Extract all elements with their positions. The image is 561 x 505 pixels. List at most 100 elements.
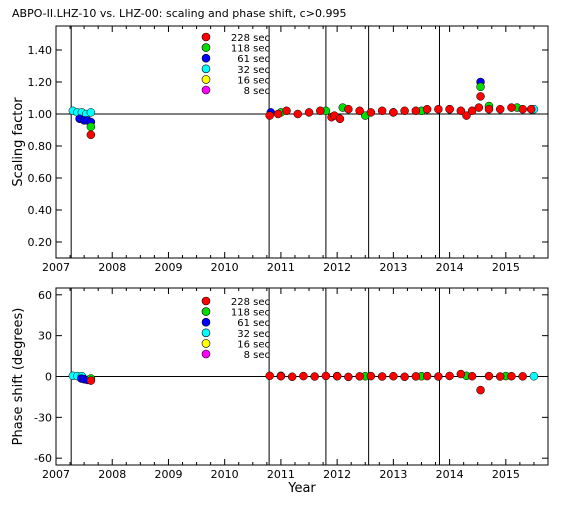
data-point [332,371,342,381]
legend-marker [201,317,211,327]
data-point [495,104,505,114]
legend-marker [201,75,211,84]
data-point [518,104,527,114]
x-tick-label: 2008 [98,261,126,274]
data-point [344,104,353,114]
data-point [310,372,319,381]
data-point [476,385,485,395]
data-point [529,371,539,381]
legend-marker [201,43,211,52]
legend-entry: 16 sec [237,339,270,350]
data-point [445,371,454,381]
data-point [400,106,409,116]
x-tick-label: 2010 [211,261,239,274]
legend-entry: 118 sec [231,308,270,319]
legend-entry: 228 sec [231,33,270,44]
plot-frame [55,25,549,259]
y-axis-label: Scaling factor [11,97,26,187]
data-point [316,106,325,116]
x-tick-label: 2014 [436,468,464,481]
legend-entry: 61 sec [237,318,270,329]
x-tick-label: 2014 [436,261,464,274]
data-point [377,106,387,116]
data-point [355,106,364,116]
data-point [422,371,432,381]
x-tick-label: 2015 [492,261,520,274]
data-point [344,372,353,382]
data-point [366,371,376,381]
data-point [445,104,454,114]
y-tick-label: -60 [34,452,52,465]
data-point [282,106,291,116]
y-tick-label: 1.00 [28,108,53,121]
data-point [86,376,96,385]
data-point [377,372,387,381]
data-point [389,371,398,381]
x-tick-label: 2009 [154,261,182,274]
data-point [299,371,308,381]
data-point [321,371,331,381]
y-tick-label: -30 [34,411,52,424]
legend-marker [201,53,211,63]
data-point [518,372,527,381]
data-point [462,111,471,120]
data-point [467,371,477,381]
scaling-factor-panel: 2007 2008 2009 2010 2011 2012 2013 2014 2015 0.20… [11,25,549,274]
legend-marker [201,307,211,316]
x-tick-label: 2013 [379,468,407,481]
data-point [484,371,494,381]
x-tick-label: 2010 [211,468,239,481]
x-tick-label: 2009 [154,468,182,481]
legend-marker [201,85,211,95]
data-point [484,104,494,114]
x-tick-label: 2015 [492,468,520,481]
y-tick-label: 0.40 [28,204,53,217]
legend-marker [201,349,211,359]
legend-entry: 8 sec [244,86,270,97]
data-point [355,372,364,381]
data-point [86,122,96,132]
data-point [265,111,274,120]
data-point [476,82,485,92]
data-point [86,108,96,117]
data-point [476,92,485,101]
legend-marker [201,32,211,42]
data-point [287,372,297,382]
y-tick-label: 0.80 [28,140,53,153]
x-axis-label: Year [287,481,316,496]
data-point [507,103,516,112]
x-tick-label: 2007 [42,261,70,274]
data-point [276,371,286,381]
legend-entry: 8 sec [244,350,270,361]
y-tick-label: 1.40 [28,44,53,57]
data-point [526,104,536,114]
y-tick-label: 1.20 [28,76,53,89]
legend-entry: 61 sec [237,54,270,65]
data-point [422,104,432,114]
x-tick-label: 2011 [267,468,295,481]
legend-marker [201,64,211,74]
y-tick-label: 0.20 [28,236,53,249]
data-point [474,103,484,112]
x-tick-label: 2008 [98,468,126,481]
data-point [366,108,376,117]
legend-entry: 32 sec [237,65,270,76]
x-tick-label: 2013 [379,261,407,274]
legend-marker [201,296,211,306]
legend-entry: 16 sec [237,75,270,86]
phase-shift-panel: 2007 2008 2009 2010 2011 2012 2013 2014 2015 -60 -… [11,287,549,496]
x-tick-label: 2011 [267,261,295,274]
y-tick-label: 0 [45,371,52,384]
data-point [495,372,505,381]
y-tick-label: 0.60 [28,172,53,185]
data-point [273,109,283,119]
y-tick-label: 60 [38,289,52,302]
legend-marker [201,328,211,338]
legend-entry: 32 sec [237,329,270,340]
data-point [265,371,274,381]
data-point [456,369,466,379]
data-point [456,106,466,116]
data-point [434,104,443,114]
legend-marker [201,339,211,348]
